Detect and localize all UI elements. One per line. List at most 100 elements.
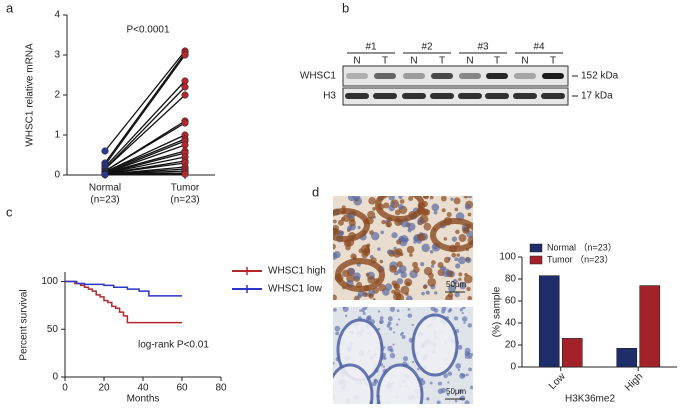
lane-label: N bbox=[521, 56, 528, 67]
nucleus bbox=[426, 397, 430, 401]
nucleus bbox=[333, 243, 336, 250]
nucleus bbox=[400, 271, 407, 279]
legend-label: Tumor （n=23） bbox=[547, 254, 613, 264]
nucleus bbox=[406, 245, 415, 254]
nucleus bbox=[469, 385, 473, 390]
nucleus bbox=[335, 331, 340, 336]
nucleus bbox=[467, 212, 472, 217]
pair-line bbox=[104, 170, 186, 175]
blot-frame bbox=[342, 87, 569, 106]
nucleus bbox=[459, 372, 466, 379]
nucleus bbox=[368, 293, 374, 299]
nucleus bbox=[370, 231, 380, 241]
band bbox=[373, 93, 397, 99]
nucleus bbox=[458, 389, 463, 394]
nucleus bbox=[368, 197, 376, 205]
nucleus bbox=[382, 365, 385, 368]
x-tick-label: High bbox=[623, 371, 645, 393]
nucleus bbox=[442, 268, 451, 278]
nucleus bbox=[393, 289, 401, 297]
nucleus bbox=[412, 261, 419, 268]
crypt bbox=[333, 363, 374, 404]
row-label: H3 bbox=[323, 91, 336, 102]
nucleus bbox=[413, 240, 417, 244]
nucleus bbox=[387, 321, 392, 325]
nucleus bbox=[441, 208, 446, 213]
y-tick-label: 0 bbox=[510, 362, 516, 373]
nucleus bbox=[405, 295, 413, 300]
nucleus bbox=[429, 381, 433, 385]
bar bbox=[538, 275, 560, 368]
nucleus bbox=[395, 248, 403, 256]
nucleus bbox=[388, 196, 395, 201]
nucleus bbox=[467, 323, 473, 328]
ihc-texture bbox=[333, 196, 473, 300]
nucleus bbox=[407, 308, 411, 311]
dot bbox=[181, 77, 189, 85]
nucleus bbox=[333, 294, 337, 300]
nucleus bbox=[333, 362, 335, 365]
nucleus bbox=[452, 278, 458, 285]
nucleus bbox=[408, 196, 414, 201]
nucleus bbox=[436, 400, 441, 404]
nucleus bbox=[423, 222, 432, 231]
nucleus bbox=[388, 327, 393, 331]
legend-label: Normal （n=23） bbox=[547, 242, 617, 252]
bar bbox=[561, 338, 583, 368]
nucleus bbox=[367, 210, 376, 219]
y-tick-label: 80 bbox=[505, 274, 517, 285]
nucleus bbox=[383, 202, 390, 209]
nucleus bbox=[407, 313, 413, 318]
gland bbox=[375, 196, 425, 222]
band bbox=[541, 93, 565, 99]
nucleus bbox=[465, 373, 469, 377]
gland bbox=[335, 258, 385, 292]
lane-group: #3 bbox=[477, 42, 489, 53]
annotation: P<0.0001 bbox=[126, 25, 170, 36]
pair-line bbox=[104, 86, 186, 170]
panel-label: d bbox=[312, 184, 319, 199]
nucleus bbox=[396, 261, 403, 268]
y-tick-label: 40 bbox=[505, 318, 517, 329]
y-tick-label: 100 bbox=[41, 276, 58, 287]
dot bbox=[181, 170, 189, 178]
nucleus bbox=[400, 285, 410, 295]
nucleus bbox=[393, 331, 396, 334]
band bbox=[514, 73, 536, 79]
nucleus bbox=[446, 393, 450, 396]
x-tick-label: Normal bbox=[89, 183, 121, 194]
y-tick-label: 3 bbox=[54, 50, 60, 61]
x-tick-label: 20 bbox=[98, 383, 110, 394]
nucleus bbox=[441, 309, 446, 314]
dot bbox=[101, 147, 109, 155]
nucleus bbox=[447, 309, 451, 313]
nucleus bbox=[419, 214, 429, 224]
nucleus bbox=[433, 210, 438, 215]
y-tick-label: 50 bbox=[47, 324, 59, 335]
nucleus bbox=[392, 343, 395, 346]
nucleus bbox=[455, 263, 461, 269]
lane-label: T bbox=[382, 56, 388, 67]
band bbox=[402, 93, 426, 99]
nucleus bbox=[353, 272, 361, 280]
nucleus bbox=[461, 316, 468, 322]
nucleus bbox=[457, 256, 466, 265]
pair-line bbox=[104, 54, 186, 166]
nucleus bbox=[467, 296, 473, 300]
nucleus bbox=[389, 307, 396, 312]
dot bbox=[181, 83, 189, 91]
pair-line bbox=[104, 94, 186, 170]
nucleus bbox=[360, 308, 366, 313]
band bbox=[374, 73, 396, 79]
nucleus bbox=[389, 265, 397, 273]
nucleus bbox=[450, 197, 454, 201]
nucleus bbox=[464, 203, 471, 210]
nucleus bbox=[348, 268, 356, 275]
pair-line bbox=[104, 138, 186, 173]
survival-line bbox=[65, 280, 182, 324]
nucleus bbox=[380, 230, 384, 235]
nucleus bbox=[409, 253, 413, 257]
y-tick-label: 0 bbox=[52, 372, 58, 383]
band bbox=[486, 73, 508, 79]
nucleus bbox=[454, 291, 460, 298]
